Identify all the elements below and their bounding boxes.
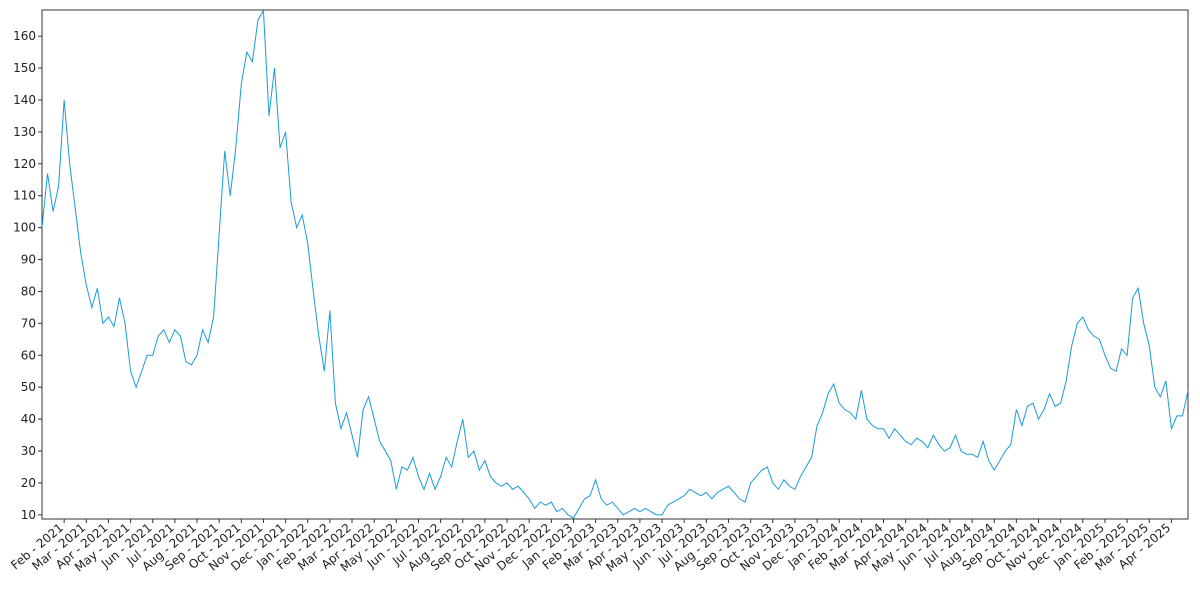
- y-tick-label: 40: [21, 412, 36, 426]
- y-tick-label: 130: [13, 125, 36, 139]
- plot-frame: [41, 9, 1189, 520]
- y-tick-label: 30: [21, 444, 36, 458]
- data-line: [41, 8, 1189, 519]
- y-tick-label: 60: [21, 348, 36, 362]
- y-tick-label: 120: [13, 157, 36, 171]
- y-tick-label: 150: [13, 61, 36, 75]
- y-tick-label: 70: [21, 316, 36, 330]
- y-tick-label: 50: [21, 380, 36, 394]
- y-tick-label: 160: [13, 29, 36, 43]
- y-tick-label: 90: [21, 253, 36, 267]
- y-tick-label: 20: [21, 476, 36, 490]
- y-tick-label: 80: [21, 284, 36, 298]
- y-tick-label: 110: [13, 189, 36, 203]
- y-tick-label: 100: [13, 221, 36, 235]
- y-tick-label: 140: [13, 93, 36, 107]
- y-tick-label: 10: [21, 508, 36, 522]
